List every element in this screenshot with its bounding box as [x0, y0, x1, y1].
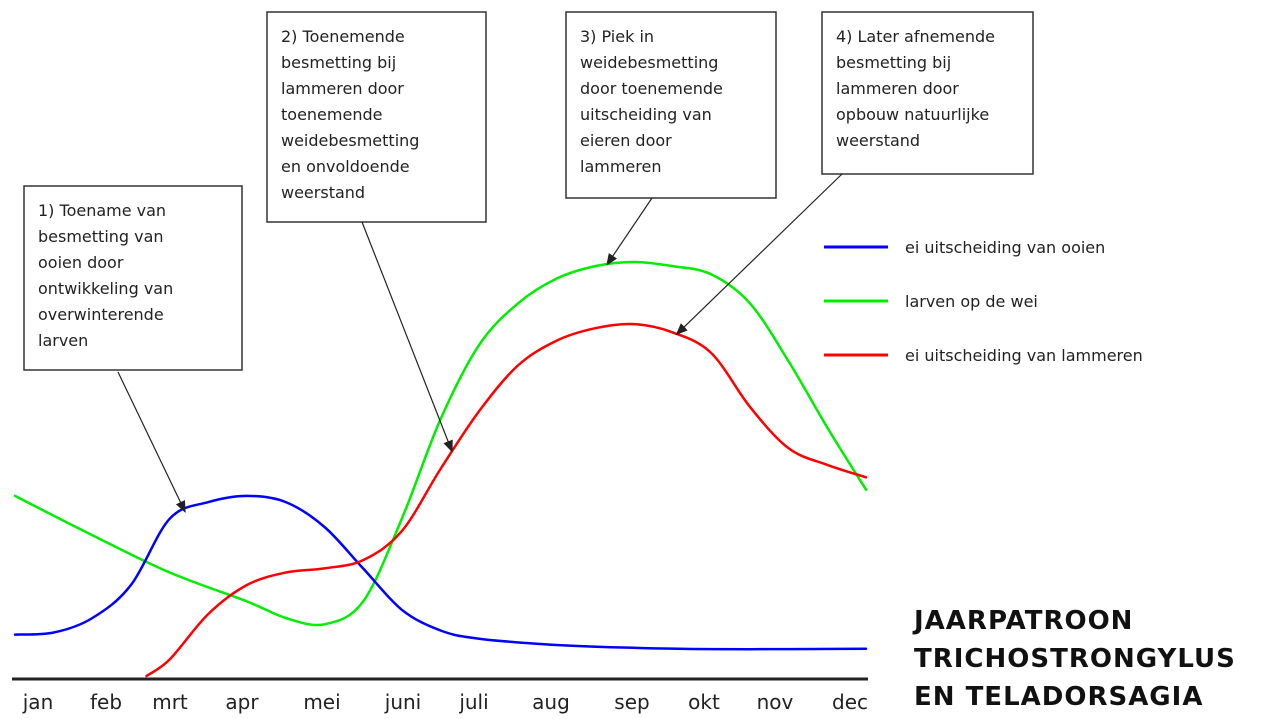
- series-line-2: [13, 260, 868, 627]
- chart-title-line-1: JAARPATROON: [914, 606, 1134, 636]
- annotation-text-line: besmetting van: [38, 227, 164, 246]
- annotation-box: [821, 11, 1034, 175]
- annotation-text-line: weerstand: [281, 183, 365, 202]
- annotation-text-line: opbouw natuurlijke: [836, 105, 989, 124]
- annotation-text-line: lammeren: [580, 157, 661, 176]
- annotation-text-line: toenemende: [281, 105, 382, 124]
- annotation-text-line: larven: [38, 331, 88, 350]
- annotation-text-line: weerstand: [836, 131, 920, 150]
- legend-label: larven op de wei: [905, 292, 1038, 311]
- legend: ei uitscheiding van ooien larven op de we…: [824, 238, 1143, 365]
- x-tick-label: mrt: [152, 690, 188, 714]
- annotation-box: [23, 185, 243, 371]
- annotation-text-line: besmetting bij: [836, 53, 951, 72]
- annotation-4: 4) Later afnemende besmetting bij lammeren…: [675, 11, 1034, 336]
- x-tick-label: mei: [303, 690, 340, 714]
- annotation-text-line: weidebesmetting: [281, 131, 419, 150]
- annotation-3: 3) Piek in weidebesmetting door toenemende…: [565, 11, 777, 266]
- legend-label: ei uitscheiding van lammeren: [905, 346, 1143, 365]
- annotation-text-line: ontwikkeling van: [38, 279, 173, 298]
- x-tick-label: juni: [384, 690, 421, 714]
- x-tick-label: aug: [532, 690, 570, 714]
- x-tick-label: nov: [757, 690, 794, 714]
- annotation-text-line: eieren door: [580, 131, 672, 150]
- x-tick-label: feb: [90, 690, 122, 714]
- series-layer: [13, 260, 868, 678]
- series-line-3: [145, 322, 868, 678]
- annotation-text-line: en onvoldoende: [281, 157, 410, 176]
- x-tick-label: sep: [614, 690, 649, 714]
- annotation-text-line: lammeren door: [281, 79, 404, 98]
- chart-title-line-2: TRICHOSTRONGYLUS: [914, 644, 1236, 674]
- legend-label: ei uitscheiding van ooien: [905, 238, 1105, 257]
- annotation-text-line: lammeren door: [836, 79, 959, 98]
- chart-title-line-3: EN TELADORSAGIA: [914, 682, 1204, 712]
- annotation-text-line: 4) Later afnemende: [836, 27, 995, 46]
- annotation-text-line: door toenemende: [580, 79, 723, 98]
- annotation-text-line: uitscheiding van: [580, 105, 712, 124]
- annotation-1: 1) Toename van besmetting van ooien door on…: [23, 185, 243, 513]
- annotation-2: 2) Toenemende besmetting bij lammeren door…: [266, 11, 487, 453]
- x-tick-label: dec: [832, 690, 868, 714]
- annotation-text-line: 2) Toenemende: [281, 27, 405, 46]
- x-tick-label: okt: [688, 690, 720, 714]
- annotation-box: [565, 11, 777, 199]
- annotation-text-line: besmetting bij: [281, 53, 396, 72]
- x-tick-label: apr: [225, 690, 259, 714]
- annotation-arrow: [675, 173, 843, 336]
- annotation-arrow: [117, 371, 186, 513]
- annotation-text-line: ooien door: [38, 253, 124, 272]
- x-tick-label: juli: [458, 690, 488, 714]
- annotation-text-line: weidebesmetting: [580, 53, 718, 72]
- x-tick-label: jan: [22, 690, 54, 714]
- annotation-box: [266, 11, 487, 223]
- annotation-text-line: 1) Toename van: [38, 201, 166, 220]
- annotation-arrow: [606, 197, 653, 266]
- annotation-arrow: [361, 221, 453, 453]
- tick-labels: jan feb mrt apr mei juni juli aug sep okt nov dec: [22, 690, 868, 714]
- annotation-text-line: overwinterende: [38, 305, 164, 324]
- series-line-1: [13, 494, 868, 651]
- annotation-text-line: 3) Piek in: [580, 27, 654, 46]
- annotations: 1) Toename van besmetting van ooien door on…: [23, 11, 1034, 513]
